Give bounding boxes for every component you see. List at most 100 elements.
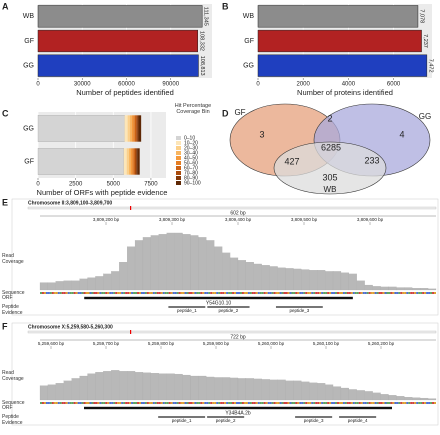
sequence-base xyxy=(47,402,50,404)
sequence-base xyxy=(273,402,276,404)
sequence-base xyxy=(196,402,199,404)
sequence-base xyxy=(271,292,274,294)
y-tick-label: GG xyxy=(23,63,34,70)
sequence-base xyxy=(156,292,159,294)
bar-segment xyxy=(133,148,135,175)
sequence-base xyxy=(234,402,237,404)
sequence-base xyxy=(261,292,264,294)
track-label: ORF xyxy=(2,295,13,301)
sequence-base xyxy=(368,292,371,294)
sequence-base xyxy=(338,402,341,404)
coverage-bar xyxy=(309,382,318,401)
sequence-base xyxy=(184,402,187,404)
sequence-base xyxy=(194,402,197,404)
sequence-base xyxy=(236,402,238,404)
region-count: 6285 xyxy=(321,142,341,152)
x-tick-label: 7500 xyxy=(144,182,158,188)
coverage-bar xyxy=(427,288,437,291)
sequence-base xyxy=(93,402,96,404)
value-label: 111,345 xyxy=(203,7,209,26)
sequence-base xyxy=(192,292,195,294)
sequence-base xyxy=(224,292,227,294)
sequence-base xyxy=(400,292,403,294)
sequence-base xyxy=(101,402,104,404)
sequence-base xyxy=(81,402,84,404)
coverage-bar xyxy=(388,286,397,291)
sequence-base xyxy=(55,292,58,294)
coverage-bar xyxy=(404,397,413,401)
coverage-bar xyxy=(71,378,80,401)
sequence-base xyxy=(301,402,304,404)
x-tick-label: 90000 xyxy=(162,82,179,88)
coverage-bar xyxy=(214,377,223,401)
sequence-base xyxy=(434,292,436,294)
sequence-base xyxy=(249,402,252,404)
sequence-base xyxy=(69,402,72,404)
sequence-base xyxy=(392,402,395,404)
sequence-base xyxy=(378,402,381,404)
peptide-label: peptide_1 xyxy=(177,308,197,313)
x-axis-label: Number of peptides identified xyxy=(76,88,174,97)
sequence-base xyxy=(85,402,88,404)
sequence-base xyxy=(337,292,339,294)
sequence-base xyxy=(204,292,207,294)
legend-label: 50–60 xyxy=(184,160,198,166)
coverage-bar xyxy=(420,288,429,291)
sequence-base xyxy=(317,292,320,294)
bar-segment xyxy=(128,148,131,175)
x-tick-label: 4000 xyxy=(342,82,356,88)
region-count: 3 xyxy=(259,129,264,139)
sequence-base xyxy=(228,292,231,294)
sequence-base xyxy=(133,292,136,294)
legend-swatch xyxy=(176,146,181,150)
sequence-base xyxy=(291,402,294,404)
sequence-base xyxy=(404,402,407,404)
sequence-base xyxy=(251,402,254,404)
sequence-base xyxy=(311,292,314,294)
sequence-base xyxy=(230,292,233,294)
sequence-base xyxy=(408,402,411,404)
coverage-bar xyxy=(356,280,365,291)
sequence-base xyxy=(77,402,80,404)
bar-segment xyxy=(136,148,138,175)
coverage-bar xyxy=(372,392,381,401)
coverage-bar xyxy=(79,278,88,291)
coverage-bar xyxy=(55,281,64,291)
coverage-bar xyxy=(269,379,278,401)
set-label: WB xyxy=(324,185,337,194)
sequence-base xyxy=(97,292,100,294)
coverage-bar xyxy=(269,266,278,291)
sequence-base xyxy=(113,402,116,404)
sequence-base xyxy=(71,402,74,404)
sequence-base xyxy=(335,292,337,294)
sequence-base xyxy=(232,292,235,294)
sequence-base xyxy=(299,402,302,404)
panel-letter: E xyxy=(2,197,8,207)
coverage-bar xyxy=(412,397,421,401)
sequence-base xyxy=(45,292,48,294)
sequence-base xyxy=(188,402,191,404)
sequence-base xyxy=(107,402,110,404)
coverage-bar xyxy=(95,372,104,401)
sequence-base xyxy=(331,292,334,294)
sequence-base xyxy=(432,402,435,404)
sequence-base xyxy=(313,292,316,294)
sequence-base xyxy=(319,402,322,404)
peptide-label: peptide_3 xyxy=(289,308,309,313)
sequence-base xyxy=(77,292,80,294)
sequence-base xyxy=(390,402,393,404)
bar xyxy=(37,29,198,53)
sequence-base xyxy=(388,292,391,294)
sequence-base xyxy=(69,292,72,294)
sequence-base xyxy=(281,292,284,294)
sequence-base xyxy=(271,402,274,404)
sequence-base xyxy=(55,402,58,404)
sequence-base xyxy=(257,292,260,294)
sequence-base xyxy=(140,402,143,404)
legend-label: 70–80 xyxy=(184,170,198,176)
bar-segment xyxy=(124,115,128,142)
sequence-base xyxy=(164,402,167,404)
sequence-base xyxy=(164,292,167,294)
sequence-base xyxy=(307,292,310,294)
sequence-base xyxy=(105,402,108,404)
